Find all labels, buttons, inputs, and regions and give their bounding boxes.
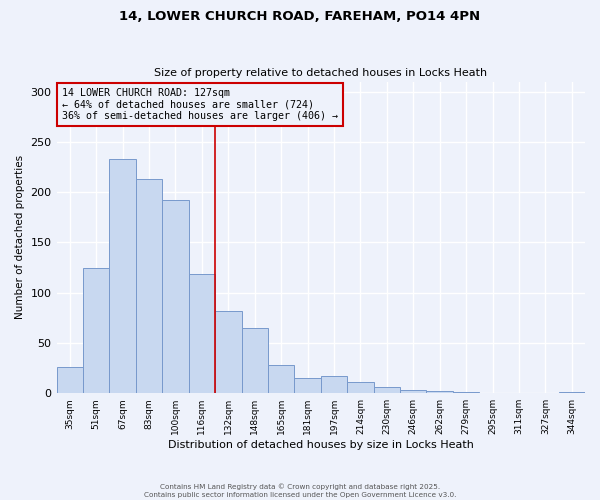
Bar — [295, 378, 321, 393]
Bar — [427, 391, 453, 393]
Bar — [453, 392, 479, 393]
Bar — [374, 387, 400, 393]
Bar — [268, 365, 295, 393]
Text: Contains HM Land Registry data © Crown copyright and database right 2025.
Contai: Contains HM Land Registry data © Crown c… — [144, 484, 456, 498]
Text: 14 LOWER CHURCH ROAD: 127sqm
← 64% of detached houses are smaller (724)
36% of s: 14 LOWER CHURCH ROAD: 127sqm ← 64% of de… — [62, 88, 338, 121]
Bar — [347, 382, 374, 393]
Bar — [321, 376, 347, 393]
Text: 14, LOWER CHURCH ROAD, FAREHAM, PO14 4PN: 14, LOWER CHURCH ROAD, FAREHAM, PO14 4PN — [119, 10, 481, 23]
Bar — [559, 392, 585, 393]
Bar — [109, 159, 136, 393]
Title: Size of property relative to detached houses in Locks Heath: Size of property relative to detached ho… — [154, 68, 487, 78]
Bar — [215, 311, 242, 393]
Bar — [83, 268, 109, 393]
Bar — [136, 179, 162, 393]
Bar — [400, 390, 427, 393]
Bar — [162, 200, 188, 393]
Bar — [242, 328, 268, 393]
X-axis label: Distribution of detached houses by size in Locks Heath: Distribution of detached houses by size … — [168, 440, 474, 450]
Bar — [56, 367, 83, 393]
Y-axis label: Number of detached properties: Number of detached properties — [15, 156, 25, 320]
Bar — [188, 274, 215, 393]
